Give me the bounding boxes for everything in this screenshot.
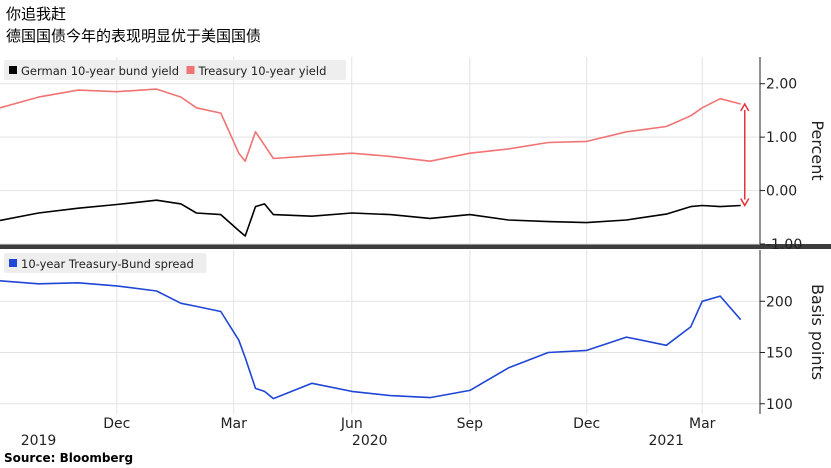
y-tick-label: 100 <box>766 397 793 413</box>
x-tick-label: Dec <box>573 416 600 432</box>
x-tick-label: Mar <box>689 416 716 432</box>
series-line-1-2 <box>0 88 741 162</box>
y-tick-label: 0.00 <box>766 184 797 200</box>
source-note: Source: Bloomberg <box>4 451 134 465</box>
x-tick-label: Dec <box>103 416 130 432</box>
page-subtitle: 德国国债今年的表现明显优于美国国债 <box>6 27 262 45</box>
x-year-label: 2021 <box>648 433 684 449</box>
y-axis-title: Percent <box>808 120 827 180</box>
legend-background <box>4 253 207 273</box>
page-title: 你追我赶 <box>6 5 67 23</box>
legend-swatch <box>9 66 17 74</box>
legend-swatch <box>9 259 17 267</box>
annotation-arrow-head-up <box>740 102 750 112</box>
panel-separator <box>0 244 831 249</box>
annotation-arrow-head-down <box>740 198 750 208</box>
legend-entry: German 10-year bund yield <box>21 64 179 78</box>
legend-swatch <box>186 66 195 74</box>
y-tick-label: 200 <box>766 294 793 310</box>
x-tick-label: Sep <box>457 416 484 432</box>
legend-2: 10-year Treasury-Bund spread <box>4 253 207 273</box>
y-axis-title: Basis points <box>808 284 827 380</box>
panel-1-background <box>0 57 760 244</box>
y-tick-label: -1.00 <box>766 237 802 253</box>
y-tick-label: 150 <box>766 346 793 362</box>
x-tick-label: Jun <box>340 416 363 432</box>
series-line-2-1 <box>0 280 742 400</box>
legend-entry: Treasury 10-year yield <box>198 64 327 78</box>
legend-1: German 10-year bund yield Treasury 10-yea… <box>4 60 347 80</box>
x-year-label: 2020 <box>352 433 388 449</box>
legend-background <box>4 60 347 80</box>
series-line-1-1 <box>0 199 741 237</box>
x-tick-label: Mar <box>220 416 247 432</box>
y-tick-label: 2.00 <box>766 77 797 93</box>
legend-entry: 10-year Treasury-Bund spread <box>21 257 194 271</box>
x-year-label: 2019 <box>21 433 57 449</box>
panel-2-background <box>0 250 760 414</box>
y-tick-label: 1.00 <box>766 130 797 146</box>
